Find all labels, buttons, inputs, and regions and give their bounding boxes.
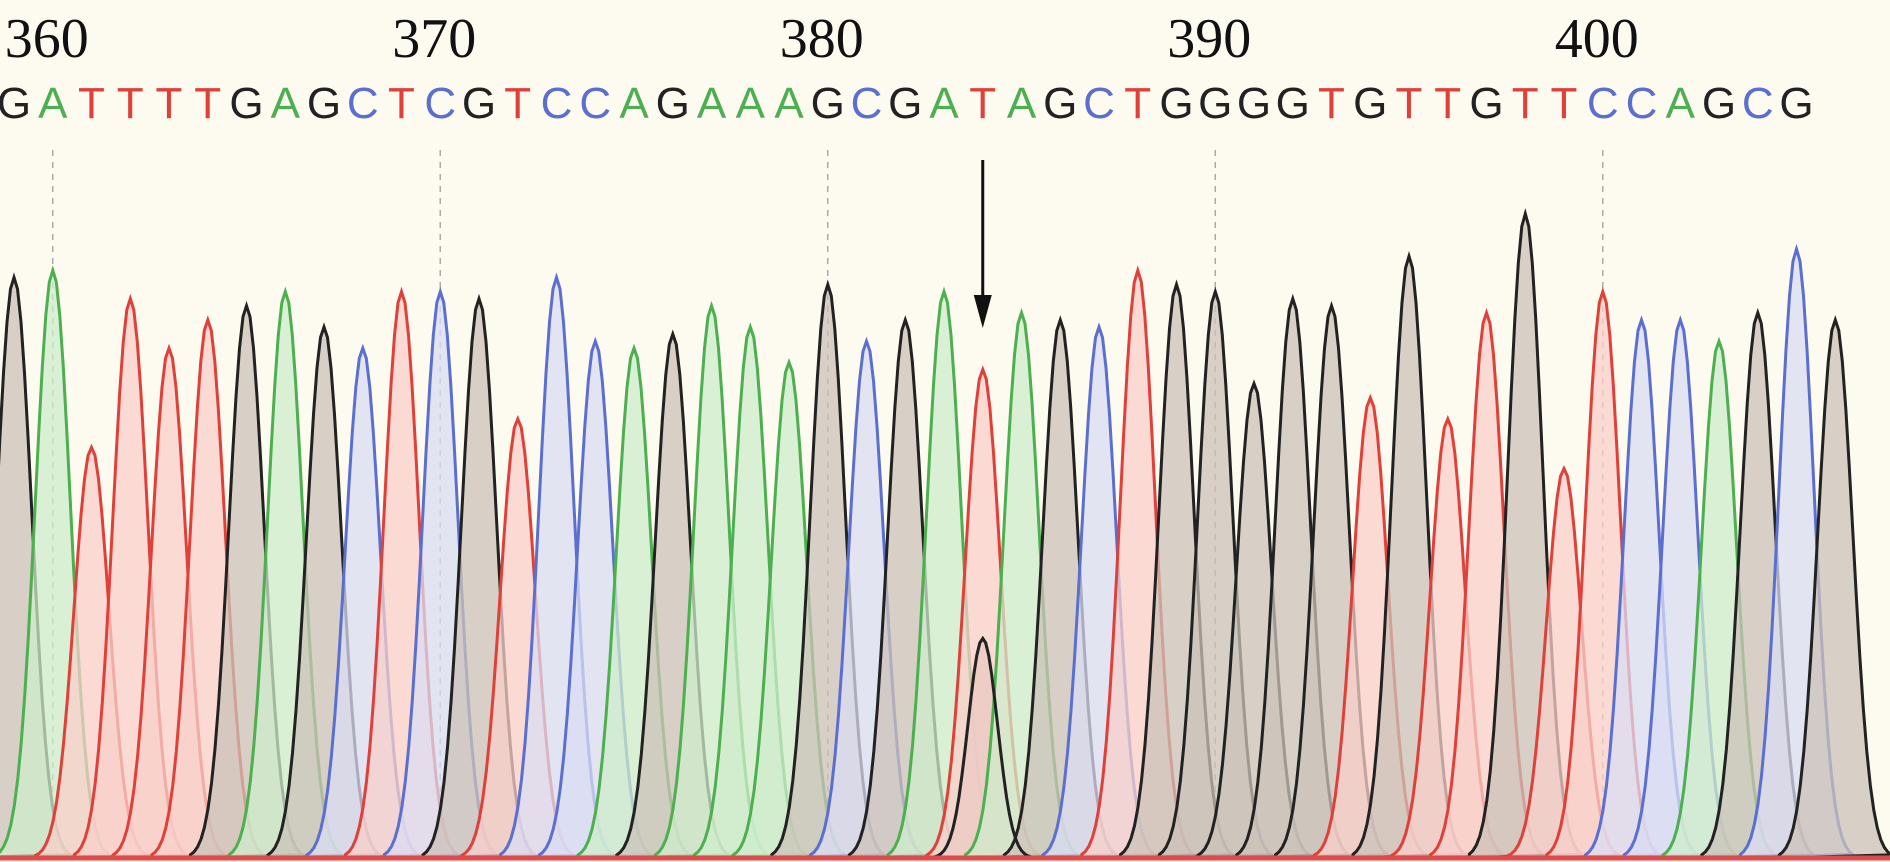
- base-call-A: A: [1007, 79, 1037, 128]
- base-call-T: T: [504, 79, 531, 128]
- base-call-G: G: [1779, 79, 1813, 128]
- base-call-G: G: [1353, 79, 1387, 128]
- base-call-T: T: [156, 79, 183, 128]
- base-call-A: A: [736, 79, 766, 128]
- position-label: 390: [1167, 8, 1251, 70]
- position-label: 370: [392, 8, 476, 70]
- base-call-T: T: [969, 79, 996, 128]
- position-label: 360: [5, 8, 89, 70]
- base-call-T: T: [1318, 79, 1345, 128]
- base-call-A: A: [1666, 79, 1696, 128]
- base-call-A: A: [619, 79, 649, 128]
- position-label-row: 360 370 380 390 400: [5, 8, 1639, 70]
- base-call-C: C: [541, 79, 573, 128]
- base-call-T: T: [194, 79, 221, 128]
- base-call-A: A: [774, 79, 804, 128]
- base-call-G: G: [1469, 79, 1503, 128]
- position-label: 380: [780, 8, 864, 70]
- arrow-marker-head: [973, 295, 992, 328]
- base-call-C: C: [1587, 79, 1619, 128]
- base-call-T: T: [1396, 79, 1423, 128]
- base-call-T: T: [1124, 79, 1151, 128]
- base-call-G: G: [307, 79, 341, 128]
- base-call-T: T: [1434, 79, 1461, 128]
- base-call-T: T: [1512, 79, 1539, 128]
- base-call-C: C: [579, 79, 611, 128]
- base-call-G: G: [811, 79, 845, 128]
- marker-layer: [973, 160, 992, 328]
- base-call-G: G: [1702, 79, 1736, 128]
- base-call-G: G: [0, 79, 31, 128]
- base-call-G: G: [1237, 79, 1271, 128]
- base-call-G: G: [462, 79, 496, 128]
- base-call-C: C: [347, 79, 379, 128]
- base-call-T: T: [1551, 79, 1578, 128]
- base-call-G: G: [1198, 79, 1232, 128]
- base-call-T: T: [388, 79, 415, 128]
- base-call-C: C: [1742, 79, 1774, 128]
- base-call-C: C: [424, 79, 456, 128]
- base-call-C: C: [1626, 79, 1658, 128]
- base-call-A: A: [697, 79, 727, 128]
- base-call-T: T: [78, 79, 105, 128]
- base-call-G: G: [229, 79, 263, 128]
- base-call-A: A: [929, 79, 959, 128]
- base-call-G: G: [1276, 79, 1310, 128]
- base-call-C: C: [851, 79, 883, 128]
- secondary-peak-outline: [933, 635, 1031, 860]
- base-call-A: A: [38, 79, 68, 128]
- base-call-C: C: [1083, 79, 1115, 128]
- base-call-A: A: [271, 79, 301, 128]
- base-call-G: G: [888, 79, 922, 128]
- base-call-G: G: [1159, 79, 1193, 128]
- base-call-T: T: [117, 79, 144, 128]
- position-label: 400: [1555, 8, 1639, 70]
- peaks-layer: [0, 208, 1890, 860]
- peak-G: [1777, 315, 1890, 860]
- base-call-G: G: [656, 79, 690, 128]
- base-call-G: G: [1043, 79, 1077, 128]
